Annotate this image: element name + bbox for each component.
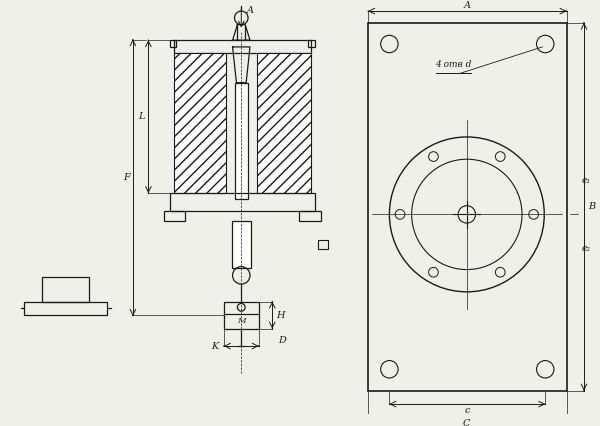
Bar: [308, 40, 315, 47]
Bar: [170, 40, 176, 47]
Text: e₁: e₁: [581, 176, 590, 185]
Bar: [232, 221, 251, 268]
Text: B: B: [588, 202, 595, 211]
Text: 4 отв d: 4 отв d: [435, 60, 472, 69]
Text: H: H: [276, 311, 284, 320]
Bar: [368, 23, 566, 391]
Text: F: F: [123, 173, 130, 182]
Text: L: L: [139, 112, 145, 121]
Bar: [173, 40, 311, 53]
Bar: [42, 277, 89, 302]
Bar: [299, 210, 320, 221]
Bar: [257, 53, 311, 193]
Bar: [318, 239, 328, 249]
Text: A: A: [247, 6, 253, 14]
Text: K: K: [212, 342, 219, 351]
Bar: [224, 302, 259, 328]
Text: D: D: [278, 336, 286, 345]
Bar: [235, 83, 248, 199]
Text: e₂: e₂: [581, 244, 590, 253]
Bar: [173, 53, 226, 193]
Text: M: M: [237, 317, 245, 325]
Bar: [164, 210, 185, 221]
Text: C: C: [463, 419, 470, 426]
Bar: [170, 193, 315, 210]
Text: c: c: [464, 406, 470, 415]
Text: A: A: [463, 1, 470, 10]
Bar: [25, 302, 107, 315]
